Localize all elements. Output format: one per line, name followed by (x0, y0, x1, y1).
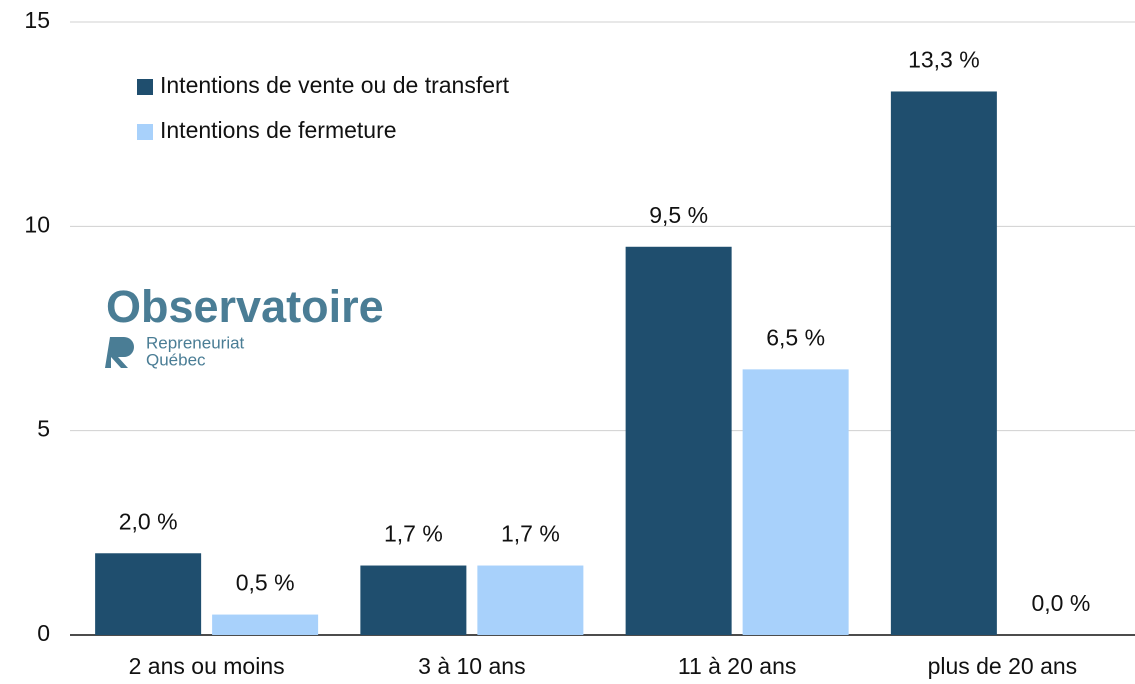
logo-line2: Québec (146, 350, 206, 369)
x-tick-label: 3 à 10 ans (418, 653, 525, 679)
logo-line1: Repreneuriat (146, 333, 245, 352)
bar (890, 91, 997, 636)
value-label: 0,5 % (236, 570, 295, 596)
bar (477, 565, 584, 635)
bar (625, 246, 732, 635)
x-tick-label: 2 ans ou moins (129, 653, 285, 679)
bar (742, 369, 849, 635)
bar (212, 614, 319, 635)
value-label: 13,3 % (908, 47, 980, 73)
legend-swatch (137, 124, 153, 140)
y-tick-label: 5 (37, 416, 50, 442)
value-label: 0,0 % (1031, 590, 1090, 616)
legend-swatch (137, 79, 153, 95)
value-label: 1,7 % (384, 521, 443, 547)
x-tick-label: 11 à 20 ans (678, 653, 797, 679)
value-label: 9,5 % (649, 202, 708, 228)
value-label: 1,7 % (501, 521, 560, 547)
value-label: 2,0 % (119, 508, 178, 534)
legend-label: Intentions de vente ou de transfert (160, 72, 510, 98)
x-tick-label: plus de 20 ans (928, 653, 1078, 679)
y-tick-label: 15 (24, 7, 50, 33)
y-tick-label: 10 (24, 211, 50, 237)
logo-icon (105, 337, 134, 368)
bar (360, 565, 467, 635)
y-tick-label: 0 (37, 620, 50, 646)
value-label: 6,5 % (766, 324, 825, 350)
legend-label: Intentions de fermeture (160, 117, 397, 143)
bar (95, 553, 202, 635)
logo-name: Observatoire (106, 281, 384, 332)
